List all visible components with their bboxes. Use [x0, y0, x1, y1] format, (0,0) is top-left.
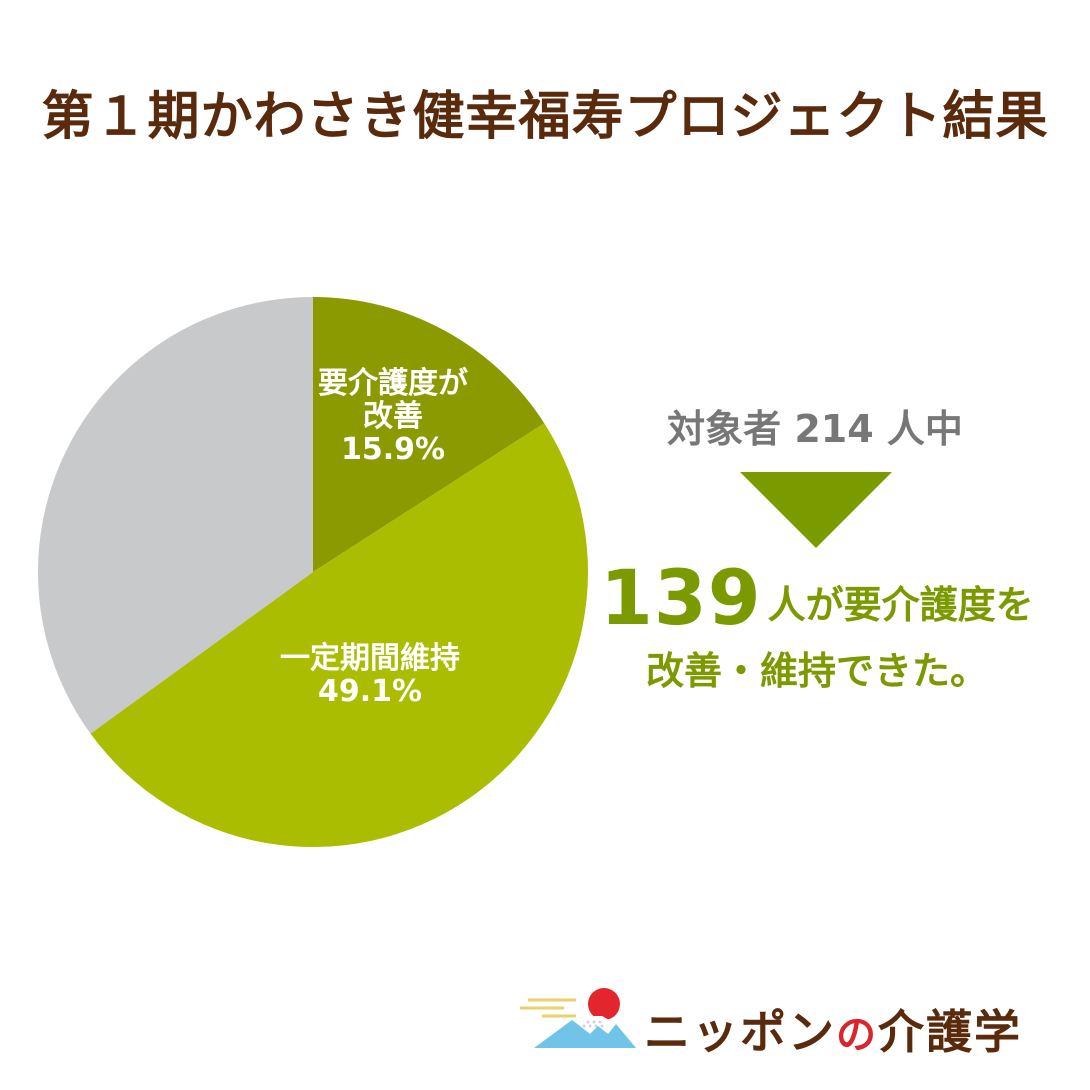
slice-value-label-1: 49.1%: [318, 674, 422, 709]
brand-name-part2: 介護学: [878, 1005, 1022, 1059]
brand-logo: ニッポンの介護学: [520, 988, 1080, 1059]
slice-label-1-0: 一定期間維持: [280, 641, 460, 676]
result-summary: 139 人が要介護度を 改善・維持できた。: [600, 560, 1070, 695]
mount-fuji-sun-icon: [520, 988, 636, 1048]
slice-label-0-0: 要介護度が: [318, 366, 468, 401]
result-text-line1: 人が要介護度を: [767, 583, 1034, 627]
chart-title: 第１期かわさき健幸福寿プロジェクト結果: [41, 87, 1049, 147]
pie-slice-1: [90, 423, 588, 847]
brand-name-no: の: [836, 1012, 878, 1058]
pie-slice-2: [38, 297, 313, 734]
slice-label-0-1: 改善: [363, 399, 423, 434]
target-count-text: 対象者 214 人中: [667, 407, 963, 451]
result-text-line2: 改善・維持できた。: [646, 649, 989, 693]
slice-value-label-0: 15.9%: [341, 432, 445, 467]
down-arrow-icon: [740, 472, 892, 548]
result-count: 139: [600, 553, 762, 642]
pie-slice-0: [313, 297, 545, 572]
brand-name-part1: ニッポン: [644, 1005, 836, 1059]
brand-name: ニッポンの介護学: [644, 996, 1022, 1062]
